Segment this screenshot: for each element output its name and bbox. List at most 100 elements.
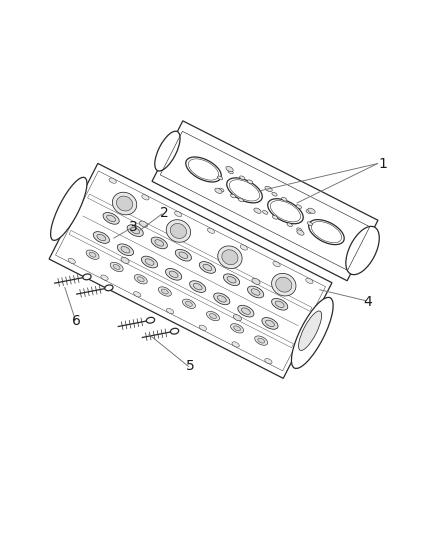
Text: 4: 4 (364, 295, 372, 309)
Ellipse shape (215, 188, 222, 193)
Ellipse shape (175, 249, 191, 261)
Ellipse shape (162, 289, 168, 294)
Ellipse shape (186, 157, 221, 182)
Ellipse shape (214, 293, 230, 305)
Ellipse shape (238, 305, 254, 317)
Ellipse shape (110, 262, 123, 272)
Ellipse shape (117, 244, 134, 256)
Ellipse shape (231, 324, 244, 333)
Ellipse shape (134, 274, 147, 284)
Ellipse shape (227, 178, 262, 203)
Ellipse shape (127, 225, 143, 237)
Ellipse shape (223, 274, 240, 286)
Ellipse shape (307, 222, 312, 225)
Text: 6: 6 (72, 314, 81, 328)
Ellipse shape (51, 177, 87, 240)
Polygon shape (152, 121, 378, 281)
Ellipse shape (155, 131, 180, 171)
Ellipse shape (240, 176, 245, 180)
Ellipse shape (179, 252, 188, 259)
Ellipse shape (68, 259, 75, 264)
Ellipse shape (117, 196, 133, 211)
Ellipse shape (131, 228, 140, 234)
Ellipse shape (258, 338, 265, 343)
Ellipse shape (287, 223, 292, 227)
Ellipse shape (297, 228, 302, 232)
Ellipse shape (145, 259, 154, 265)
Ellipse shape (101, 275, 108, 280)
Ellipse shape (228, 170, 233, 174)
Ellipse shape (170, 223, 187, 238)
Ellipse shape (207, 228, 215, 233)
Ellipse shape (142, 195, 149, 200)
Ellipse shape (252, 278, 260, 285)
Ellipse shape (272, 192, 277, 196)
Ellipse shape (186, 301, 192, 306)
Ellipse shape (89, 252, 96, 257)
Ellipse shape (210, 313, 216, 319)
Ellipse shape (276, 277, 292, 292)
Ellipse shape (255, 336, 268, 345)
Ellipse shape (254, 208, 261, 213)
Ellipse shape (190, 281, 206, 293)
Ellipse shape (151, 237, 167, 249)
Ellipse shape (105, 285, 113, 290)
Ellipse shape (234, 326, 240, 331)
Ellipse shape (217, 296, 226, 302)
Ellipse shape (232, 342, 239, 347)
Ellipse shape (113, 192, 137, 215)
Ellipse shape (218, 246, 242, 269)
Ellipse shape (222, 250, 238, 265)
Ellipse shape (203, 264, 212, 271)
Ellipse shape (265, 359, 272, 364)
Ellipse shape (226, 166, 233, 172)
Ellipse shape (265, 186, 272, 191)
Ellipse shape (238, 198, 244, 202)
Text: 5: 5 (186, 359, 195, 373)
Ellipse shape (297, 230, 304, 235)
Ellipse shape (247, 180, 253, 184)
Ellipse shape (308, 208, 315, 213)
Ellipse shape (138, 277, 144, 282)
Ellipse shape (299, 311, 321, 351)
Ellipse shape (166, 309, 174, 314)
Ellipse shape (166, 269, 182, 280)
Ellipse shape (159, 287, 171, 296)
Ellipse shape (113, 264, 120, 269)
Ellipse shape (193, 284, 202, 290)
Ellipse shape (233, 314, 241, 321)
Ellipse shape (106, 215, 116, 222)
Ellipse shape (309, 220, 344, 245)
Ellipse shape (155, 240, 164, 246)
Ellipse shape (262, 318, 278, 329)
Ellipse shape (306, 209, 311, 214)
Ellipse shape (265, 320, 275, 327)
Ellipse shape (199, 262, 215, 273)
Ellipse shape (109, 178, 117, 183)
Ellipse shape (146, 317, 155, 323)
Ellipse shape (291, 297, 333, 368)
Ellipse shape (230, 194, 236, 198)
Ellipse shape (273, 262, 280, 267)
Ellipse shape (199, 325, 206, 330)
Ellipse shape (296, 205, 301, 208)
Polygon shape (49, 164, 332, 378)
Ellipse shape (83, 274, 91, 280)
Ellipse shape (346, 227, 379, 274)
Ellipse shape (268, 199, 303, 224)
Ellipse shape (272, 273, 296, 296)
Ellipse shape (183, 299, 195, 309)
Text: 2: 2 (160, 206, 169, 220)
Text: 1: 1 (379, 157, 388, 171)
Ellipse shape (218, 176, 223, 180)
Ellipse shape (121, 257, 129, 263)
Ellipse shape (251, 289, 260, 295)
Ellipse shape (141, 256, 158, 268)
Ellipse shape (93, 232, 110, 244)
Ellipse shape (175, 212, 182, 217)
Ellipse shape (240, 245, 247, 250)
Ellipse shape (140, 221, 148, 227)
Ellipse shape (275, 301, 284, 308)
Ellipse shape (97, 235, 106, 241)
Ellipse shape (263, 211, 268, 214)
